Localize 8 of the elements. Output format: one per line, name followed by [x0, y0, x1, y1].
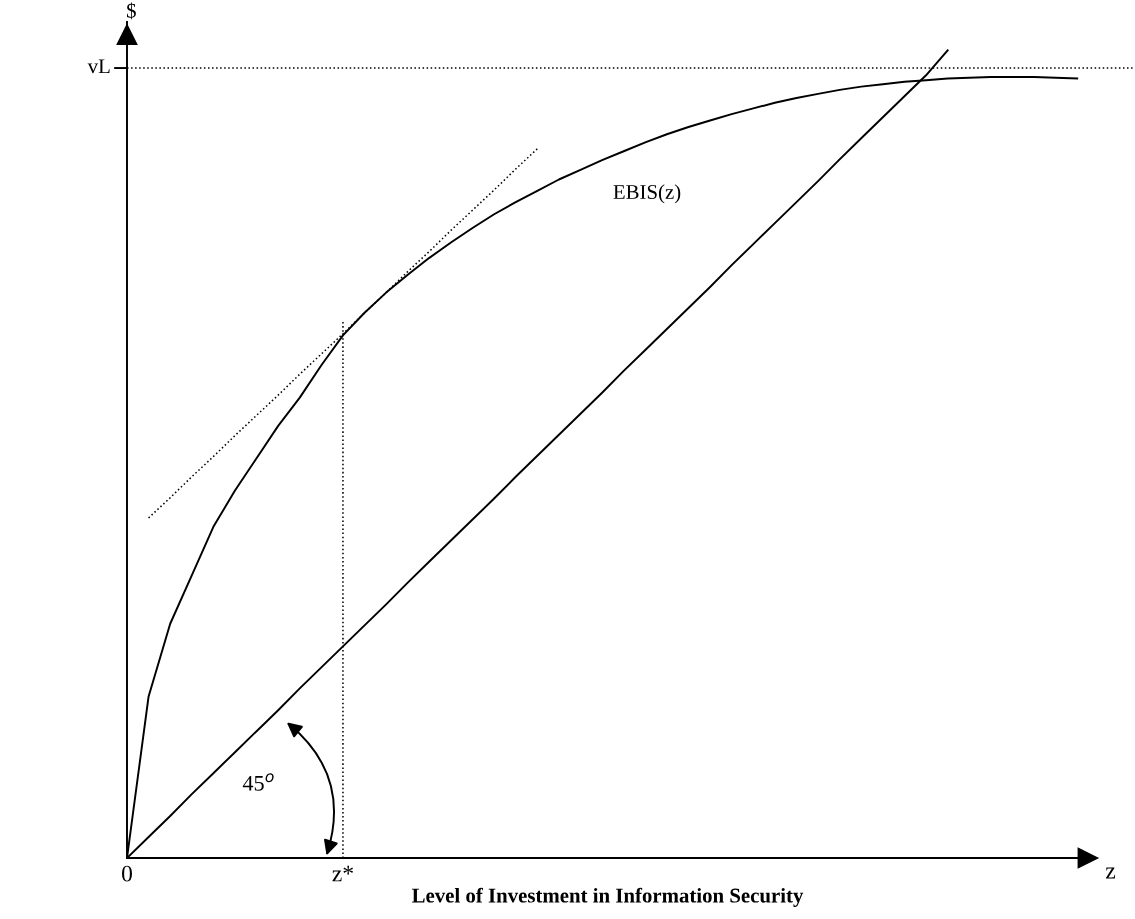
y-axis-title: $: [127, 2, 136, 20]
series-label: EBIS(z): [613, 184, 681, 204]
x-axis-title: Level of Investment in Information Security: [411, 887, 804, 907]
annotation: 45$^{o}$: [242, 773, 274, 791]
x-tick-label: z*: [332, 865, 353, 882]
ref-line-label: vL: [87, 59, 110, 74]
text: z: [1105, 867, 1116, 879]
x-tick-label: 0: [122, 865, 132, 882]
